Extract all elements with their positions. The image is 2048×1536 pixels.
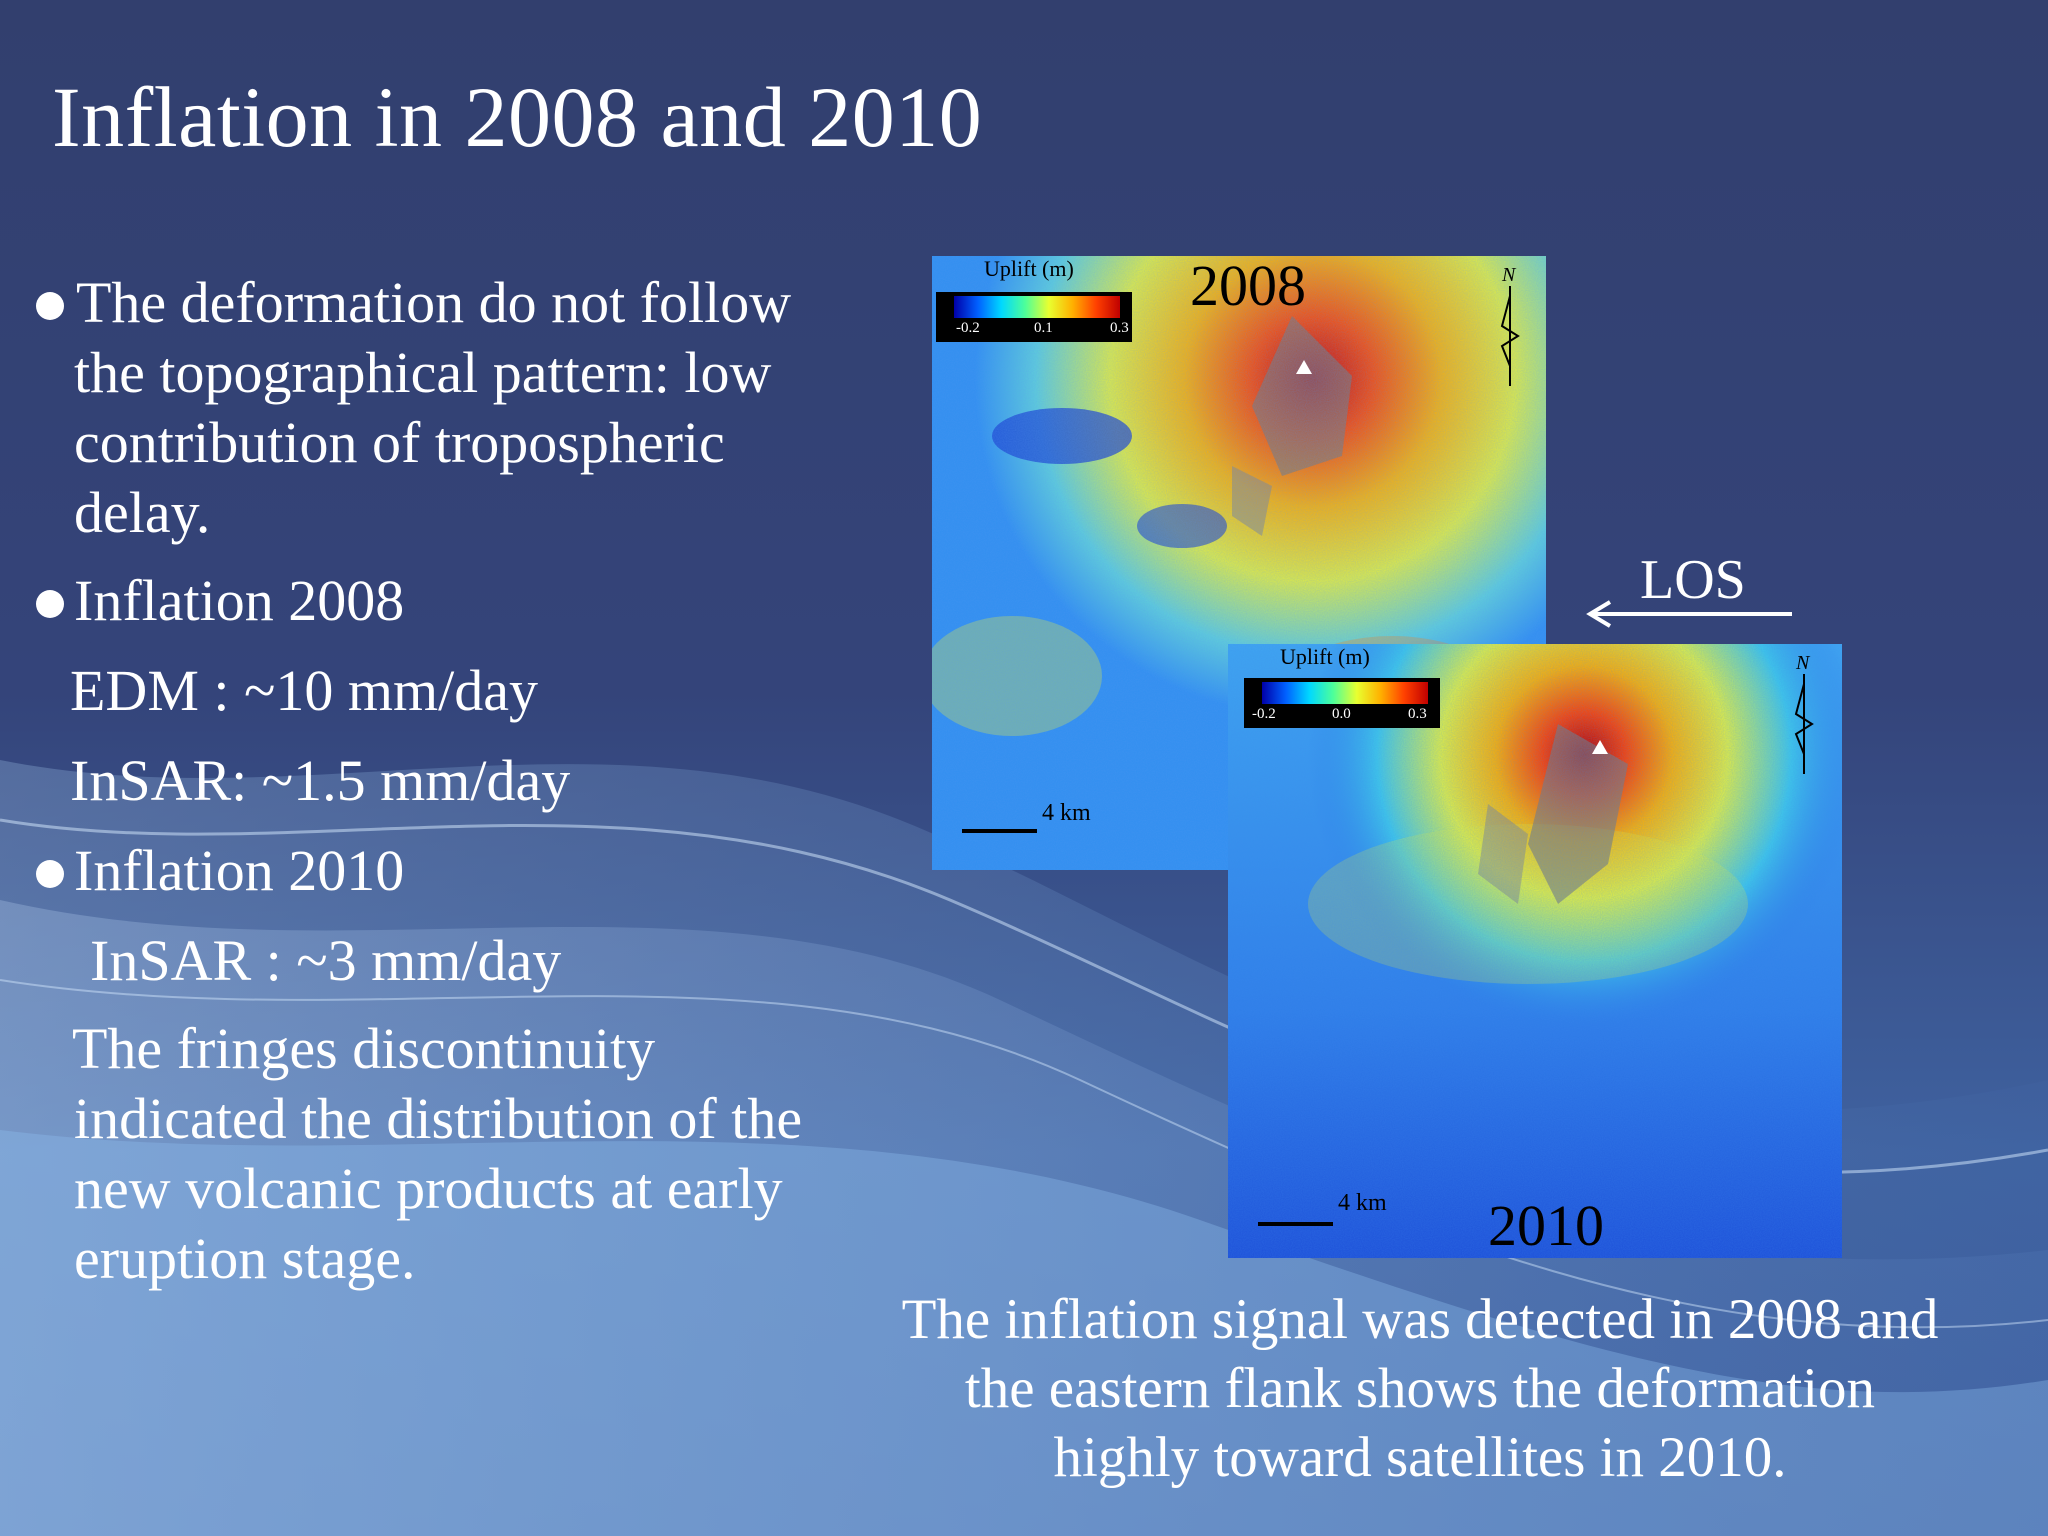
colorbar-tick: 0.1 [1034,320,1053,336]
edm-rate: EDM : ~10 mm/day [70,658,538,723]
paragraph-line: The fringes discontinuity [72,1016,656,1081]
colorbar-tick: 0.3 [1408,706,1427,722]
bullet-dot [36,860,64,888]
paragraph-line: indicated the distribution of the [74,1086,803,1151]
colorbar-tick: 0.0 [1332,706,1351,722]
bullet2-title: Inflation 2008 [74,568,405,633]
colorbar-tick: 0.3 [1110,320,1129,336]
caption-line: The inflation signal was detected in 200… [901,1288,1939,1351]
los-arrow-icon [1586,600,1792,628]
colorbar-label: Uplift (m) [1280,644,1370,669]
north-label: N [1796,652,1810,674]
caption-line: highly toward satellites in 2010. [1053,1426,1787,1489]
paragraph-line: eruption stage. [74,1226,416,1291]
north-label: N [1502,264,1516,286]
caption-line: the eastern flank shows the deformation [964,1357,1876,1420]
bullet3-title: Inflation 2010 [74,838,405,903]
bullet-dot [36,292,64,320]
insar-map-2010: -0.2 0.0 0.3 Uplift (m) N 4 km 2010 [1228,644,1842,1258]
scale-label: 4 km [1338,1190,1387,1216]
colorbar-gradient [1262,682,1428,704]
colorbar-tick: -0.2 [1252,706,1276,722]
map-year-label: 2010 [1488,1193,1604,1258]
insar-rate-2010: InSAR : ~3 mm/day [90,928,562,993]
los-label: LOS [1640,549,1746,611]
bullet1-line: contribution of tropospheric [74,410,725,475]
insar-image-2010 [1228,644,1842,1258]
slide-title: Inflation in 2008 and 2010 [52,69,983,165]
figure-caption: The inflation signal was detected in 200… [820,1285,2020,1492]
paragraph-line: new volcanic products at early [74,1156,783,1221]
insar-rate-2008: InSAR: ~1.5 mm/day [70,748,571,813]
colorbar-gradient [954,296,1120,318]
bullet1-line: the topographical pattern: low [74,340,772,405]
bullet1-line: The deformation do not follow [76,270,792,335]
bullet1-line: delay. [74,480,211,545]
bullet-dot [36,590,64,618]
scale-label: 4 km [1042,800,1091,826]
map-year-label: 2008 [1190,256,1306,318]
colorbar-tick: -0.2 [956,320,980,336]
colorbar-label: Uplift (m) [984,256,1074,281]
